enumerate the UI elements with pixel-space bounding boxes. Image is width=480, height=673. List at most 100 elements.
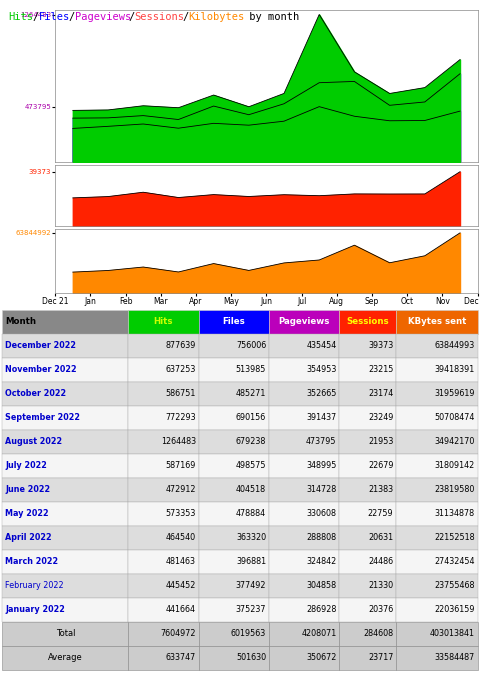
Bar (128, 501, 199, 526)
Text: Sessions: Sessions (134, 12, 185, 22)
Text: May 2022: May 2022 (5, 509, 49, 518)
Text: 50708474: 50708474 (434, 413, 475, 422)
Text: 472912: 472912 (165, 485, 196, 494)
Bar (199, 357, 269, 382)
Text: 464540: 464540 (166, 533, 196, 542)
Bar (269, 501, 339, 526)
Text: 877639: 877639 (166, 341, 196, 350)
Text: 375237: 375237 (236, 605, 266, 614)
Text: 772293: 772293 (165, 413, 196, 422)
Text: November 2022: November 2022 (5, 365, 77, 374)
Bar (128, 526, 199, 550)
Text: 33584487: 33584487 (434, 653, 475, 662)
Text: 22152518: 22152518 (434, 533, 475, 542)
Text: 690156: 690156 (236, 413, 266, 422)
Text: 23215: 23215 (368, 365, 394, 374)
Text: KBytes sent: KBytes sent (408, 317, 466, 326)
Text: Pageviews: Pageviews (278, 317, 330, 326)
Text: 31134878: 31134878 (434, 509, 475, 518)
Bar (199, 406, 269, 429)
Text: 501630: 501630 (236, 653, 266, 662)
Text: 6019563: 6019563 (231, 629, 266, 638)
Text: 441664: 441664 (166, 605, 196, 614)
Text: 21330: 21330 (368, 581, 394, 590)
Bar (2, 357, 128, 382)
Text: 485271: 485271 (236, 389, 266, 398)
Text: Files: Files (222, 317, 245, 326)
Text: 679238: 679238 (236, 437, 266, 446)
Bar (269, 573, 339, 598)
Bar (269, 334, 339, 357)
Text: 498575: 498575 (236, 461, 266, 470)
Text: 324842: 324842 (306, 557, 336, 566)
Text: April 2022: April 2022 (5, 533, 52, 542)
Bar (269, 550, 339, 573)
Text: Average: Average (48, 653, 83, 662)
Bar (339, 382, 396, 406)
Text: 63844993: 63844993 (434, 341, 475, 350)
Bar (128, 598, 199, 622)
Text: 403013841: 403013841 (430, 629, 475, 638)
Text: Sessions: Sessions (347, 317, 389, 326)
Bar (199, 454, 269, 478)
Text: 435454: 435454 (306, 341, 336, 350)
Text: 23249: 23249 (368, 413, 394, 422)
Bar (396, 501, 478, 526)
Bar (396, 382, 478, 406)
Bar (396, 573, 478, 598)
Bar (128, 357, 199, 382)
Text: 637253: 637253 (166, 365, 196, 374)
Bar (128, 429, 199, 454)
Text: 587169: 587169 (166, 461, 196, 470)
Bar (2, 622, 128, 645)
Text: 1264483: 1264483 (161, 437, 196, 446)
Bar (199, 622, 269, 645)
Bar (339, 573, 396, 598)
Bar (269, 598, 339, 622)
Text: 363320: 363320 (236, 533, 266, 542)
Text: 22036159: 22036159 (434, 605, 475, 614)
Text: June 2022: June 2022 (5, 485, 50, 494)
Text: 377492: 377492 (236, 581, 266, 590)
Text: 288808: 288808 (306, 533, 336, 542)
Text: 352665: 352665 (306, 389, 336, 398)
Bar (269, 454, 339, 478)
Bar (199, 429, 269, 454)
Bar (199, 645, 269, 670)
Bar (199, 478, 269, 501)
Bar (2, 454, 128, 478)
Bar (199, 501, 269, 526)
Text: Total: Total (56, 629, 75, 638)
Text: 23755468: 23755468 (434, 581, 475, 590)
Bar (2, 478, 128, 501)
Bar (128, 334, 199, 357)
Text: /: / (69, 12, 75, 22)
Text: Hits: Hits (154, 317, 173, 326)
Bar (2, 310, 128, 334)
Bar (2, 550, 128, 573)
Bar (128, 382, 199, 406)
Text: 7604972: 7604972 (160, 629, 196, 638)
Bar (339, 310, 396, 334)
Bar (396, 406, 478, 429)
Text: 350672: 350672 (306, 653, 336, 662)
Text: 23717: 23717 (368, 653, 394, 662)
Bar (396, 334, 478, 357)
Text: Kilobytes: Kilobytes (189, 12, 245, 22)
Bar (269, 406, 339, 429)
Bar (269, 622, 339, 645)
Text: January 2022: January 2022 (5, 605, 65, 614)
Bar (269, 526, 339, 550)
Text: 633747: 633747 (166, 653, 196, 662)
Bar (269, 429, 339, 454)
Text: 330608: 330608 (306, 509, 336, 518)
Bar (396, 526, 478, 550)
Text: 22679: 22679 (368, 461, 394, 470)
Text: August 2022: August 2022 (5, 437, 62, 446)
Text: October 2022: October 2022 (5, 389, 66, 398)
Bar (2, 645, 128, 670)
Text: Hits: Hits (9, 12, 34, 22)
Text: /: / (33, 12, 39, 22)
Text: /: / (183, 12, 189, 22)
Text: Month: Month (5, 317, 36, 326)
